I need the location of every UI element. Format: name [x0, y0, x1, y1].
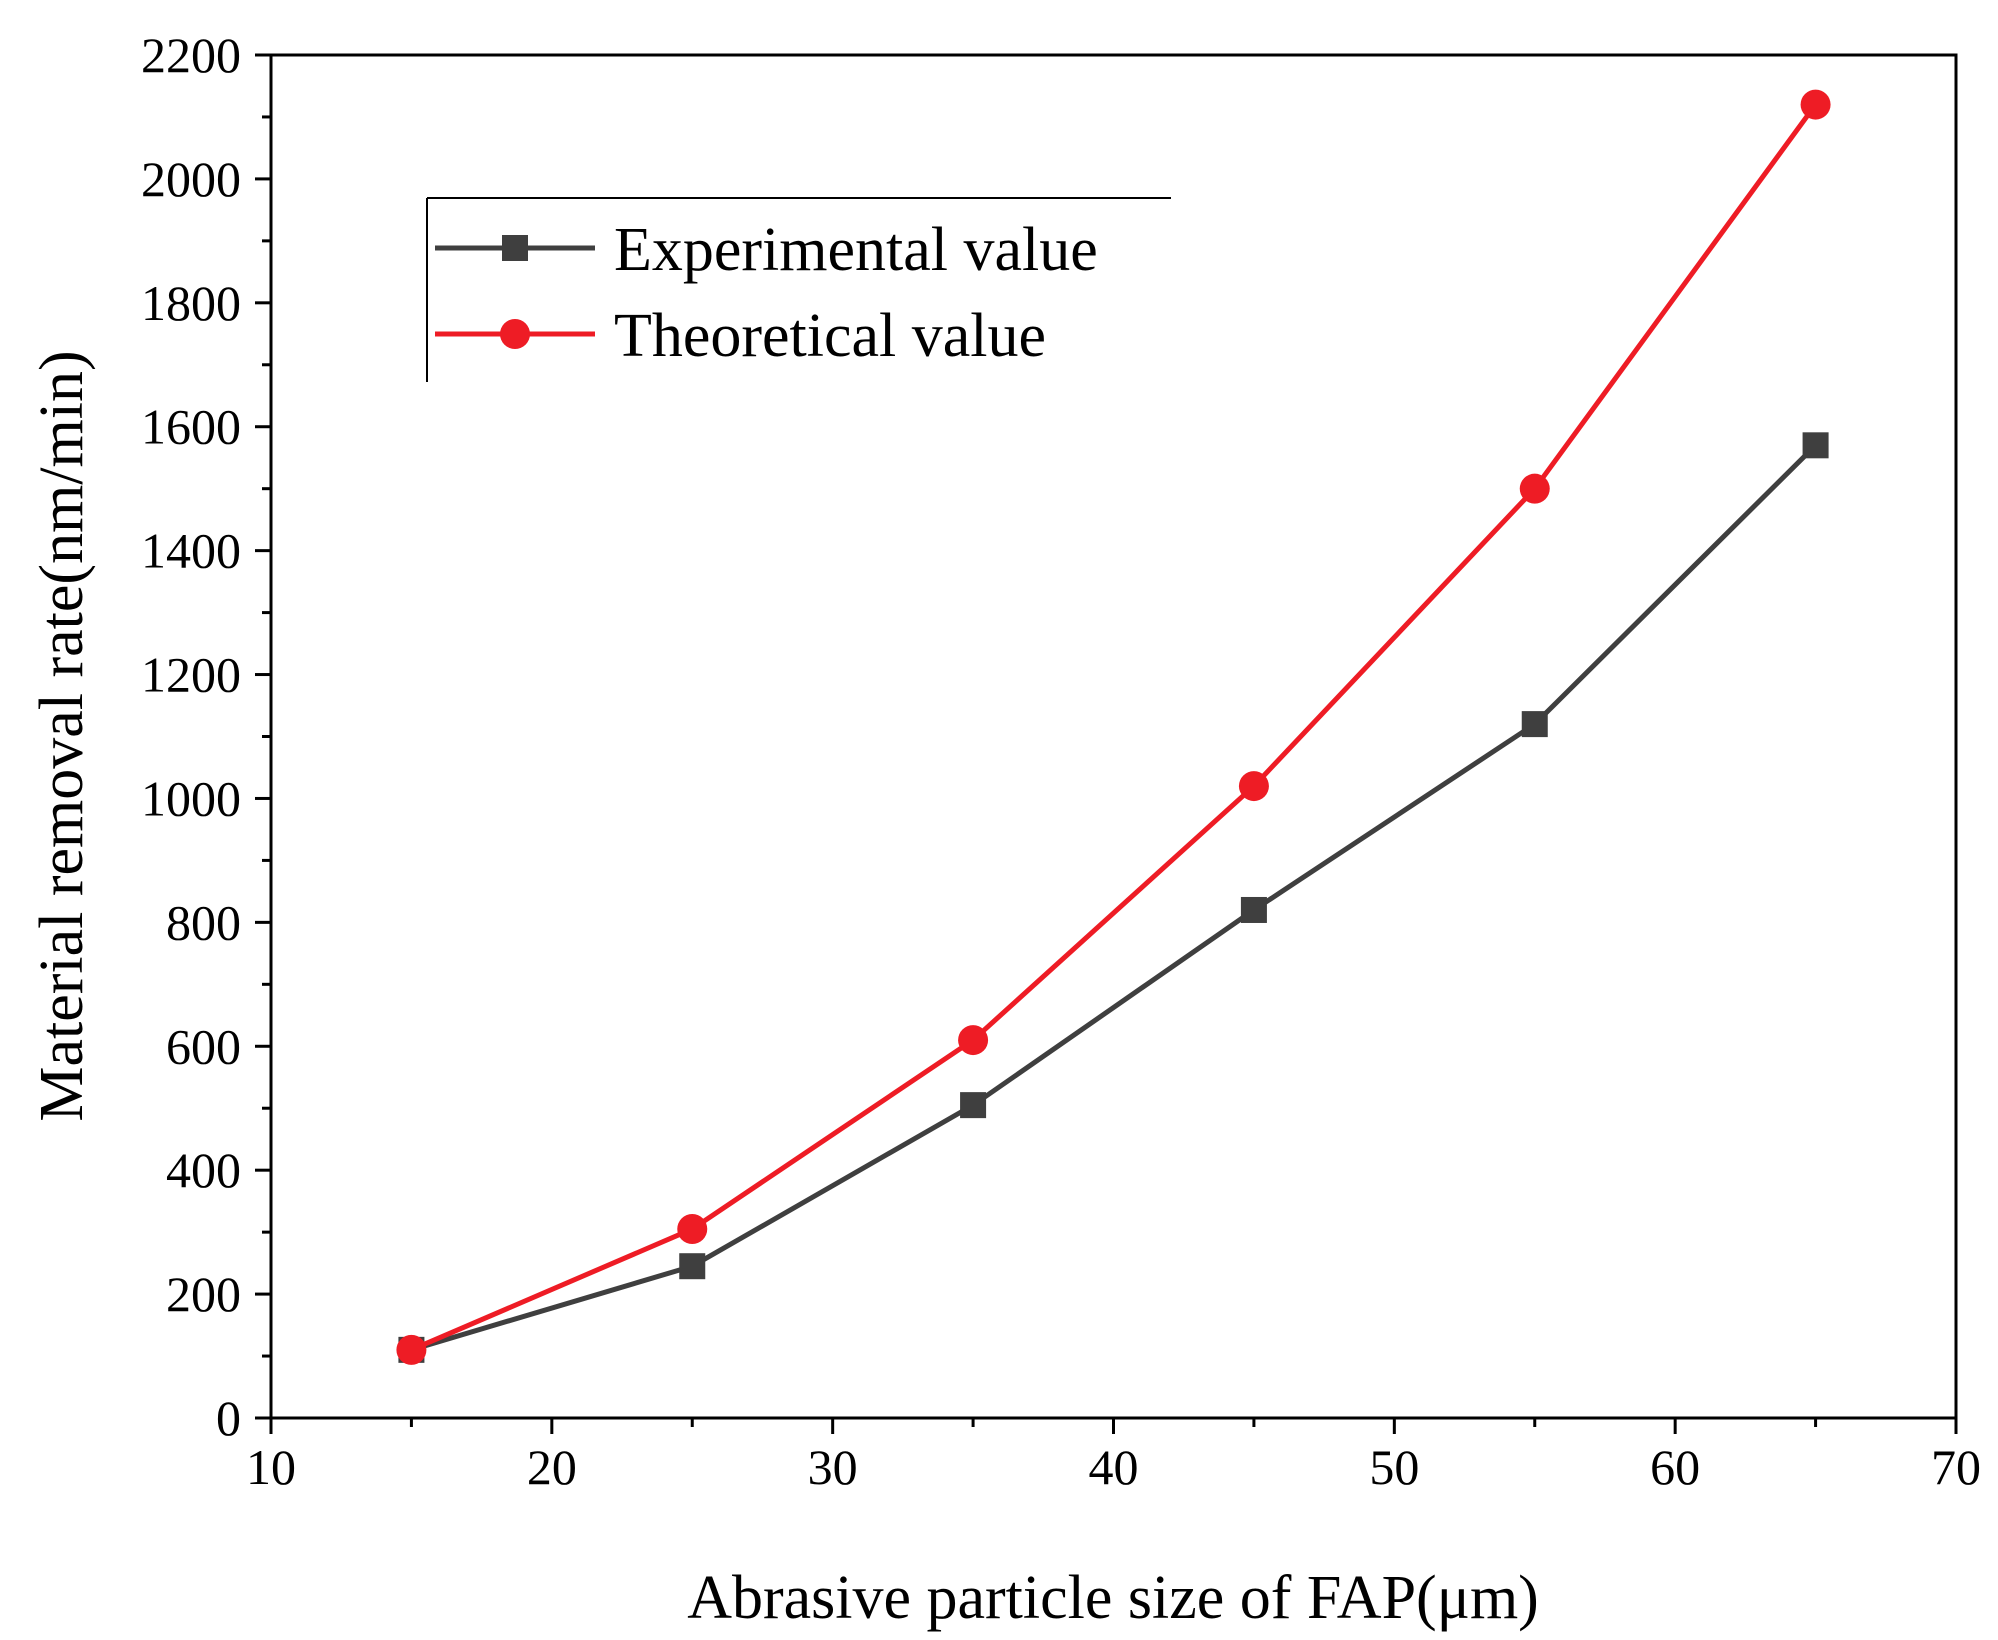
legend-label-experimental: Experimental value: [614, 216, 1098, 284]
data-point-circle: [677, 1214, 708, 1245]
data-point-circle: [396, 1334, 427, 1365]
x-axis-title: Abrasive particle size of FAP(μm): [687, 1564, 1539, 1632]
data-point-square: [1802, 432, 1829, 459]
y-axis-title: Material removal rate(nm/min): [28, 350, 96, 1121]
data-point-circle: [1519, 473, 1550, 504]
y-tick-label: 2000: [141, 151, 241, 207]
data-point-circle: [958, 1025, 989, 1056]
axis-tick-labels: 10 20 30 40 50 60 70 0 200 400 600 800 1000 1200 1400 1…: [141, 27, 1981, 1495]
x-tick-label: 20: [527, 1439, 577, 1495]
data-point-square: [1521, 711, 1548, 738]
y-tick-label: 1800: [141, 275, 241, 331]
y-tick-label: 1200: [141, 647, 241, 703]
y-tick-label: 2200: [141, 27, 241, 83]
legend-marker-circle: [500, 319, 530, 349]
x-tick-label: 40: [1089, 1439, 1139, 1495]
y-tick-label: 0: [216, 1390, 241, 1446]
y-tick-label: 1000: [141, 770, 241, 826]
data-point-square: [1240, 896, 1267, 923]
axis-ticks: [255, 53, 1958, 1434]
series-layer: [396, 89, 1831, 1365]
series-line-1: [410, 103, 1818, 1353]
x-tick-label: 10: [246, 1439, 296, 1495]
x-tick-label: 30: [808, 1439, 858, 1495]
x-tick-label: 60: [1650, 1439, 1700, 1495]
y-tick-label: 200: [166, 1266, 241, 1322]
legend: Experimental value Theoretical value: [426, 197, 1171, 382]
y-tick-label: 1400: [141, 523, 241, 579]
series-line-0: [410, 443, 1818, 1353]
y-tick-label: 600: [166, 1018, 241, 1074]
x-tick-label: 70: [1931, 1439, 1981, 1495]
x-tick-label: 50: [1369, 1439, 1419, 1495]
y-tick-label: 400: [166, 1142, 241, 1198]
y-tick-label: 1600: [141, 399, 241, 455]
data-point-square: [960, 1092, 987, 1119]
y-tick-label: 800: [166, 894, 241, 950]
legend-label-theoretical: Theoretical value: [614, 302, 1046, 370]
legend-marker-square: [502, 235, 528, 261]
data-point-circle: [1800, 89, 1831, 120]
data-point-square: [679, 1253, 706, 1280]
data-point-circle: [1238, 771, 1269, 802]
